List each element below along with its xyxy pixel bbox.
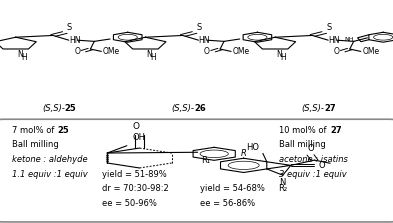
Text: 25: 25 [65, 104, 77, 114]
Text: dr = 70:30-98:2: dr = 70:30-98:2 [102, 184, 169, 193]
Text: 7 mol% of: 7 mol% of [12, 126, 57, 134]
Text: ee = 50-96%: ee = 50-96% [102, 199, 157, 208]
Text: ee = 56-86%: ee = 56-86% [200, 199, 255, 208]
Text: yield = 51-89%: yield = 51-89% [102, 169, 167, 179]
Text: 27: 27 [324, 104, 336, 114]
Text: R: R [241, 149, 247, 158]
Text: 3 equiv :1 equiv: 3 equiv :1 equiv [279, 169, 347, 179]
Text: N: N [17, 50, 22, 59]
Text: H: H [280, 53, 286, 62]
Text: 25: 25 [57, 126, 69, 134]
Text: NH: NH [344, 37, 354, 42]
Text: ketone : aldehyde: ketone : aldehyde [12, 155, 87, 164]
Text: (S,S)-: (S,S)- [42, 104, 65, 114]
FancyBboxPatch shape [0, 119, 393, 222]
Text: 1.1 equiv :1 equiv: 1.1 equiv :1 equiv [12, 169, 88, 179]
Text: 26: 26 [195, 104, 206, 114]
Text: O: O [132, 122, 139, 131]
Text: OMe: OMe [362, 47, 380, 56]
Text: OH: OH [133, 132, 146, 142]
Text: N: N [279, 178, 286, 187]
Text: 10 mol% of: 10 mol% of [279, 126, 329, 134]
Text: (S,S)-: (S,S)- [301, 104, 324, 114]
Text: O: O [334, 47, 340, 56]
Text: HO: HO [246, 143, 259, 152]
Text: O: O [74, 47, 80, 56]
Text: S: S [196, 23, 202, 32]
Text: yield = 54-68%: yield = 54-68% [200, 184, 265, 193]
Text: N: N [147, 50, 152, 59]
Text: HN: HN [328, 36, 340, 45]
Text: N: N [276, 50, 282, 59]
Text: HN: HN [198, 36, 210, 45]
Text: R₂: R₂ [278, 184, 287, 193]
Text: OMe: OMe [103, 47, 120, 56]
Text: H: H [151, 53, 156, 62]
Text: Ball milling: Ball milling [12, 140, 59, 149]
Text: 27: 27 [330, 126, 342, 134]
Text: OMe: OMe [233, 47, 250, 56]
Text: S: S [326, 23, 331, 32]
Text: acetone : isatins: acetone : isatins [279, 155, 348, 164]
Text: R₁: R₁ [202, 156, 211, 165]
Text: O: O [318, 161, 325, 170]
Text: HN: HN [69, 36, 80, 45]
Text: (S,S)-: (S,S)- [172, 104, 195, 114]
Text: O: O [307, 144, 314, 153]
Text: Ball milling: Ball milling [279, 140, 326, 149]
Text: H: H [21, 53, 27, 62]
Text: S: S [67, 23, 72, 32]
Text: O: O [204, 47, 210, 56]
